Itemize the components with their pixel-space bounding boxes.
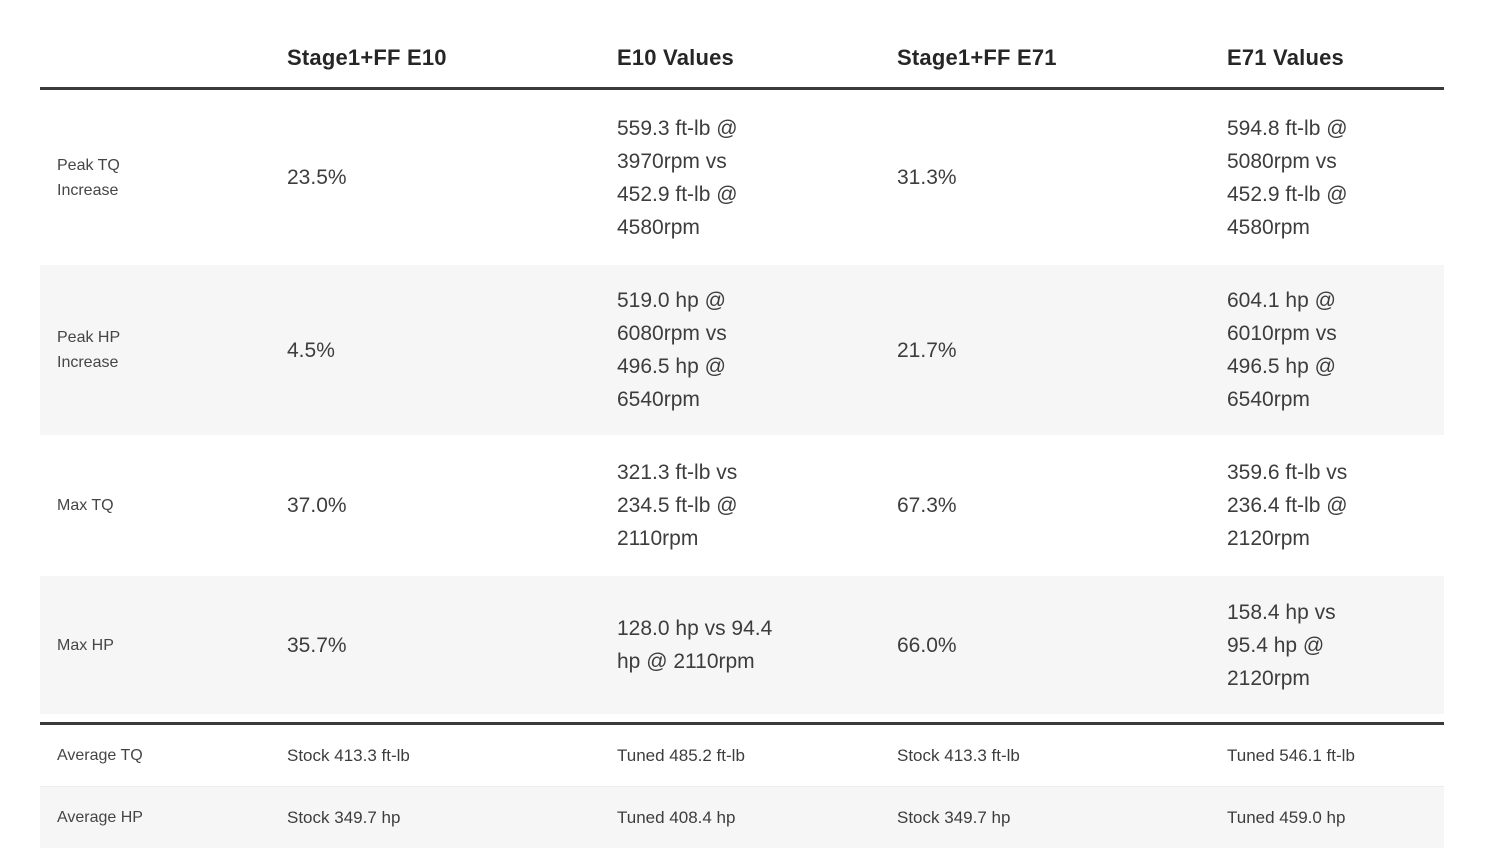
cell-max-tq-e71-values: 359.6 ft-lb vs 236.4 ft-lb @ 2120rpm xyxy=(1227,461,1348,550)
cell-max-tq-e10-percent: 37.0% xyxy=(287,494,347,517)
row-label-average-tq: Average TQ xyxy=(57,746,143,764)
col-header-e71-values: E71 Values xyxy=(1227,45,1344,70)
col-header-e10-values: E10 Values xyxy=(617,45,734,70)
cell-average-hp-stock-e71: Stock 349.7 hp xyxy=(897,807,1011,827)
cell-max-hp-e10-percent: 35.7% xyxy=(287,633,347,657)
cell-average-hp-tuned-e10: Tuned 408.4 hp xyxy=(617,807,736,827)
cell-average-tq-stock-e10: Stock 413.3 ft-lb xyxy=(287,745,410,765)
col-header-stage1-ff-e71: Stage1+FF E71 xyxy=(897,45,1057,70)
cell-max-tq-e10-values: 321.3 ft-lb vs 234.5 ft-lb @ 2110rpm xyxy=(617,461,738,550)
col-header-empty xyxy=(40,0,270,87)
table-row-peak-hp-increase: Peak HP Increase 4.5% 519.0 hp @ 6080rpm… xyxy=(40,265,1444,435)
cell-average-tq-tuned-e71: Tuned 546.1 ft-lb xyxy=(1227,745,1355,765)
cell-peak-hp-e71-percent: 21.7% xyxy=(897,338,957,362)
section-gap xyxy=(40,714,1444,722)
row-label-peak-hp-increase: Peak HP Increase xyxy=(57,329,121,371)
cell-max-hp-e71-values: 158.4 hp vs 95.4 hp @ 2120rpm xyxy=(1227,600,1336,690)
row-label-max-tq: Max TQ xyxy=(57,497,114,514)
row-label-max-hp: Max HP xyxy=(57,636,114,654)
cell-average-tq-stock-e71: Stock 413.3 ft-lb xyxy=(897,745,1020,765)
cell-peak-hp-e71-values: 604.1 hp @ 6010rpm vs 496.5 hp @ 6540rpm xyxy=(1227,289,1337,411)
cell-peak-tq-e10-percent: 23.5% xyxy=(287,166,347,189)
cell-average-hp-tuned-e71: Tuned 459.0 hp xyxy=(1227,807,1346,827)
table-row-peak-tq-increase: Peak TQ Increase 23.5% 559.3 ft-lb @ 397… xyxy=(40,90,1444,265)
table-row-average-tq: Average TQ Stock 413.3 ft-lb Tuned 485.2… xyxy=(40,725,1444,786)
cell-peak-tq-e71-values: 594.8 ft-lb @ 5080rpm vs 452.9 ft-lb @ 4… xyxy=(1227,116,1348,239)
row-label-average-hp: Average HP xyxy=(57,808,143,826)
averages-section: Average TQ Stock 413.3 ft-lb Tuned 485.2… xyxy=(40,722,1444,848)
table-row-average-hp: Average HP Stock 349.7 hp Tuned 408.4 hp… xyxy=(40,786,1444,848)
dyno-comparison-table: Stage1+FF E10 E10 Values Stage1+FF E71 E… xyxy=(40,0,1444,848)
cell-peak-tq-e10-values: 559.3 ft-lb @ 3970rpm vs 452.9 ft-lb @ 4… xyxy=(617,116,738,239)
cell-average-tq-tuned-e10: Tuned 485.2 ft-lb xyxy=(617,745,745,765)
cell-average-hp-stock-e10: Stock 349.7 hp xyxy=(287,807,401,827)
cell-peak-tq-e71-percent: 31.3% xyxy=(897,166,957,189)
cell-max-hp-e10-values: 128.0 hp vs 94.4 hp @ 2110rpm xyxy=(617,617,773,673)
table-row-max-tq: Max TQ 37.0% 321.3 ft-lb vs 234.5 ft-lb … xyxy=(40,435,1444,576)
cell-max-tq-e71-percent: 67.3% xyxy=(897,494,957,517)
table-row-max-hp: Max HP 35.7% 128.0 hp vs 94.4 hp @ 2110r… xyxy=(40,576,1444,714)
cell-peak-hp-e10-percent: 4.5% xyxy=(287,338,335,362)
table-header-row: Stage1+FF E10 E10 Values Stage1+FF E71 E… xyxy=(40,0,1444,90)
cell-peak-hp-e10-values: 519.0 hp @ 6080rpm vs 496.5 hp @ 6540rpm xyxy=(617,289,727,411)
cell-max-hp-e71-percent: 66.0% xyxy=(897,633,957,657)
col-header-stage1-ff-e10: Stage1+FF E10 xyxy=(287,45,447,70)
row-label-peak-tq-increase: Peak TQ Increase xyxy=(57,156,120,199)
